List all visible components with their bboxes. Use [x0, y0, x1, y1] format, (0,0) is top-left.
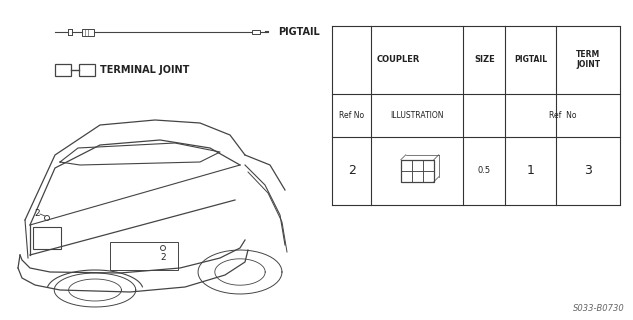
Text: 1: 1 — [527, 164, 534, 177]
Bar — [33, 227, 61, 249]
Bar — [412, 171, 423, 182]
Bar — [401, 160, 412, 171]
Text: ILLUSTRATION: ILLUSTRATION — [391, 111, 444, 120]
Bar — [423, 160, 434, 171]
Text: TERMINAL JOINT: TERMINAL JOINT — [100, 65, 189, 75]
Bar — [423, 171, 434, 182]
Bar — [401, 171, 412, 182]
Text: 2: 2 — [34, 209, 40, 218]
Text: Ref No: Ref No — [339, 111, 365, 120]
Text: SIZE: SIZE — [474, 55, 494, 64]
Bar — [82, 28, 94, 36]
Text: TERM
JOINT: TERM JOINT — [576, 50, 600, 69]
Bar — [55, 64, 71, 76]
Bar — [110, 242, 178, 270]
Bar — [401, 160, 434, 182]
Text: 2: 2 — [160, 253, 166, 262]
Text: 3: 3 — [584, 164, 592, 177]
Bar — [252, 30, 260, 34]
Bar — [412, 160, 423, 171]
Text: COUPLER: COUPLER — [376, 55, 420, 64]
Text: 2: 2 — [348, 164, 356, 177]
Text: PIGTAIL: PIGTAIL — [514, 55, 547, 64]
Text: Ref  No: Ref No — [549, 111, 577, 120]
Bar — [79, 64, 95, 76]
Text: S033-B0730: S033-B0730 — [573, 304, 625, 313]
Text: 0.5: 0.5 — [478, 166, 491, 175]
Text: PIGTAIL: PIGTAIL — [278, 27, 320, 37]
